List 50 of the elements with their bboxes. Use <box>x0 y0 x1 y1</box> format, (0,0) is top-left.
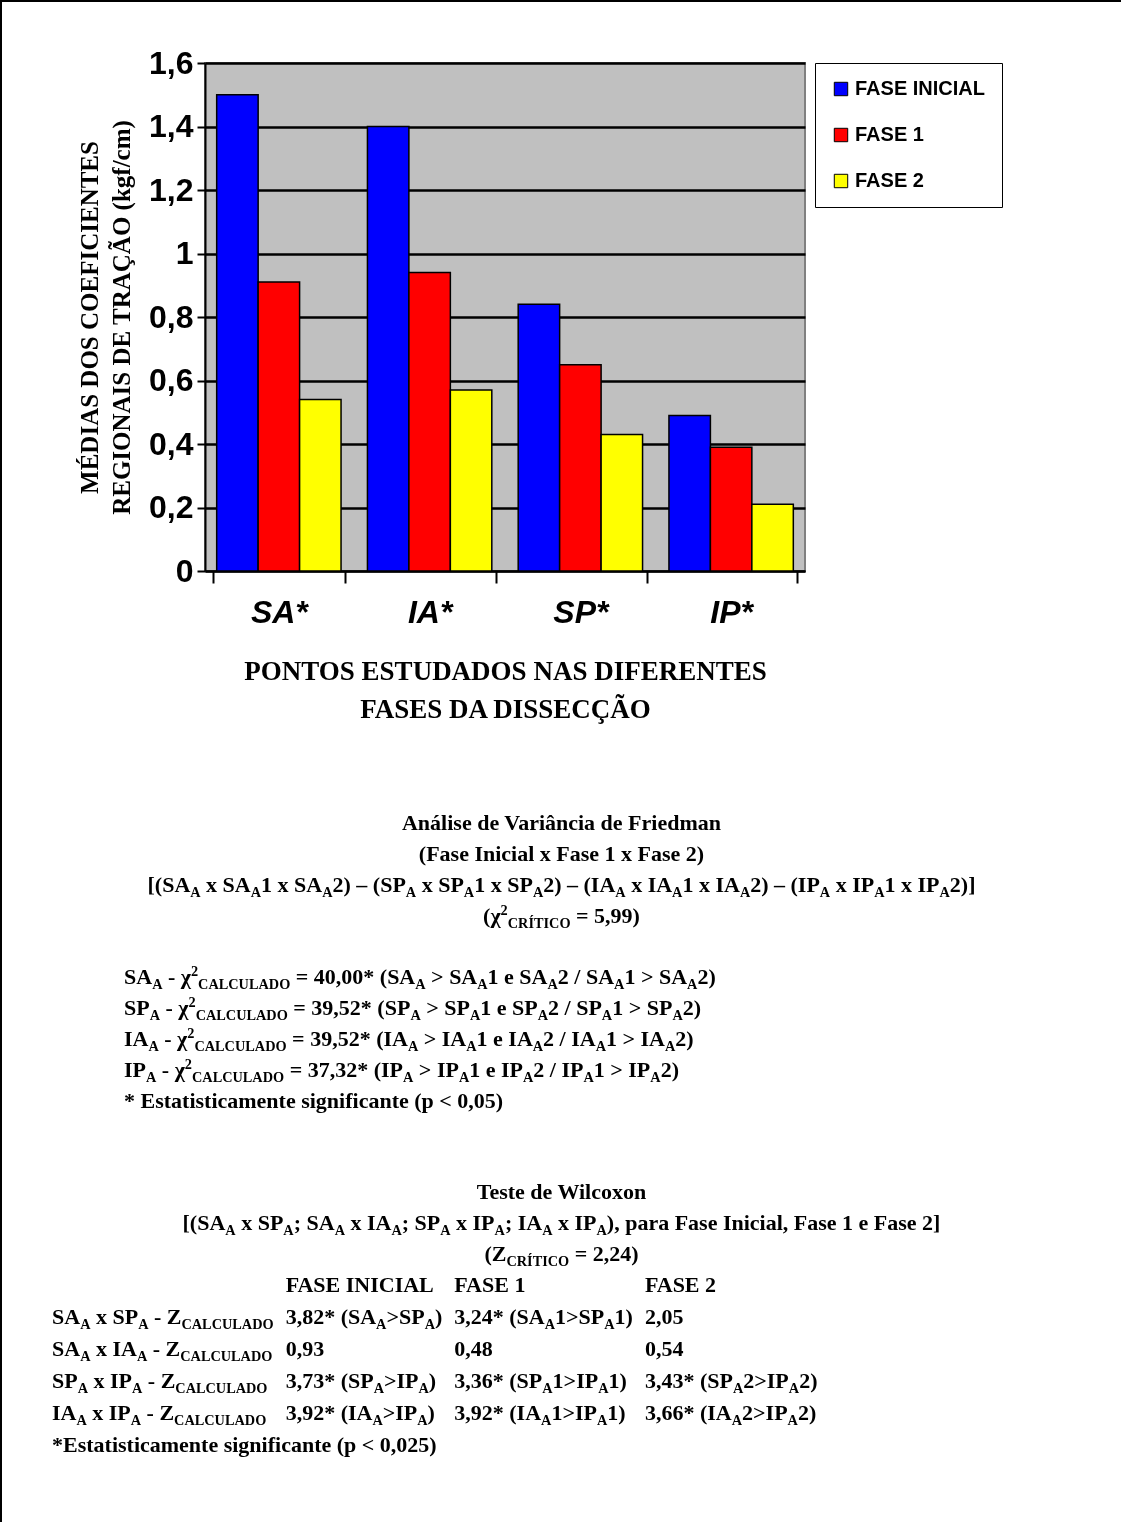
y-tick-label: 1,2 <box>149 171 194 208</box>
text: 3,36* (SP$_{A}$1>IP$_{A}$1) <box>454 1367 628 1397</box>
y-tick-label: 0,6 <box>149 362 194 398</box>
y-axis-title: MÉDIAS DOS COEFICIENTES REGIONAIS DE TRAÇÃO (kgf/cm) <box>76 120 137 515</box>
text: 3,66* (IA$_{A}$2>IP$_{A}$2) <box>644 1399 818 1429</box>
text: 3,24* (SA$_{A}$1>SP$_{A}$1) <box>454 1303 634 1333</box>
text: FASE INICIAL <box>285 1271 435 1299</box>
legend-label: FASE 1 <box>855 123 924 145</box>
text: SA$_{A}$ x IA$_{A}$ - Z$_{CALCULADO}$ <box>52 1335 274 1365</box>
x-tick-label: IP* <box>710 593 755 630</box>
x-tick-label: SA* <box>250 593 310 630</box>
y-tick-label: 0,4 <box>149 425 194 462</box>
text: FASE 2 <box>644 1271 718 1299</box>
text: 3,92* (IA$_{A}$>IP$_{A}$) <box>285 1399 436 1429</box>
text: [(SA$_{A}$ x SA$_{A}$1 x SA$_{A}$2) – (SP$_{A}$ x SP$_{A}$1 x SP$_{A}$2) – (IA$_{A}$ x IA$_{A}$1 x IA$_{A}$2) – (IP$_{A}$ x IP$_{A}$1 x IP$_{A}$2)] <box>147 872 976 901</box>
text: 3,92* (IA$_{A}$1>IP$_{A}$1) <box>454 1399 627 1429</box>
text: SA$_{A}$ - χ$^{2}$$_{CALCULADO}$ = 40,00* (SA$_{A}$ > SA$_{A}$1 e SA$_{A}$2 / SA$_{A}$1 > SA$_{A}$2) <box>124 962 716 993</box>
y-tick-label: 0,8 <box>149 298 194 335</box>
text: Análise de Variância de Friedman <box>401 809 722 837</box>
y-tick-label: 1,6 <box>149 44 194 81</box>
text: 3,73* (SP$_{A}$>IP$_{A}$) <box>285 1367 438 1397</box>
text: 2,05 <box>644 1303 685 1331</box>
text: (Z$_{CRÍTICO}$ = 2,24) <box>483 1240 640 1270</box>
text: IP$_{A}$ - χ$^{2}$$_{CALCULADO}$ = 37,32* (IP$_{A}$ > IP$_{A}$1 e IP$_{A}$2 / IP$_{A}$1 > IP$_{A}$2) <box>124 1055 679 1086</box>
y-tick-label: 0,2 <box>149 489 194 525</box>
text: SP$_{A}$ x IP$_{A}$ - Z$_{CALCULADO}$ <box>52 1367 269 1397</box>
text: IA$_{A}$ x IP$_{A}$ - Z$_{CALCULADO}$ <box>52 1399 268 1429</box>
text: Teste de Wilcoxon <box>475 1178 648 1206</box>
text: 0,48 <box>454 1335 494 1363</box>
text: SP$_{A}$ - χ$^{2}$$_{CALCULADO}$ = 39,52* (SP$_{A}$ > SP$_{A}$1 e SP$_{A}$2 / SP$_{A}$1 > SP$_{A}$2) <box>124 993 702 1024</box>
text: (χ$^{2}$$_{CRÍTICO}$ = 5,99) <box>482 900 641 932</box>
text: SA$_{A}$ x SP$_{A}$ - Z$_{CALCULADO}$ <box>52 1303 275 1333</box>
text: 0,54 <box>644 1335 685 1363</box>
y-tick-label: 1,4 <box>149 108 194 144</box>
text: 0,93 <box>285 1335 326 1363</box>
x-tick-label: IA* <box>407 593 454 630</box>
y-tick-label: 0 <box>175 552 194 589</box>
text: * Estatisticamente significante (p < 0,05) <box>123 1087 505 1115</box>
text: *Estatisticamente significante (p < 0,025) <box>52 1431 438 1459</box>
text: [(SA$_{A}$ x SP$_{A}$; SA$_{A}$ x IA$_{A}$; SP$_{A}$ x IP$_{A}$; IA$_{A}$ x IP$_{A}$), para Fase Inicial, Fase 1 e Fase 2] <box>182 1210 941 1239</box>
text: 3,82* (SA$_{A}$>SP$_{A}$) <box>285 1303 444 1333</box>
x-axis-title: PONTOS ESTUDADOS NAS DIFERENTES FASES DA DISSECÇÃO <box>244 655 767 724</box>
text: IA$_{A}$ - χ$^{2}$$_{CALCULADO}$ = 39,52* (IA$_{A}$ > IA$_{A}$1 e IA$_{A}$2 / IA$_{A}$1 > IA$_{A}$2) <box>124 1024 694 1055</box>
legend-label: FASE 2 <box>855 169 924 191</box>
y-tick-label: 1 <box>175 235 194 271</box>
x-tick-label: SP* <box>553 593 610 630</box>
text: (Fase Inicial x Fase 1 x Fase 2) <box>417 840 706 868</box>
text: 3,43* (SP$_{A}$2>IP$_{A}$2) <box>644 1367 819 1397</box>
text: FASE 1 <box>454 1271 527 1299</box>
legend-label: FASE INICIAL <box>855 77 986 99</box>
